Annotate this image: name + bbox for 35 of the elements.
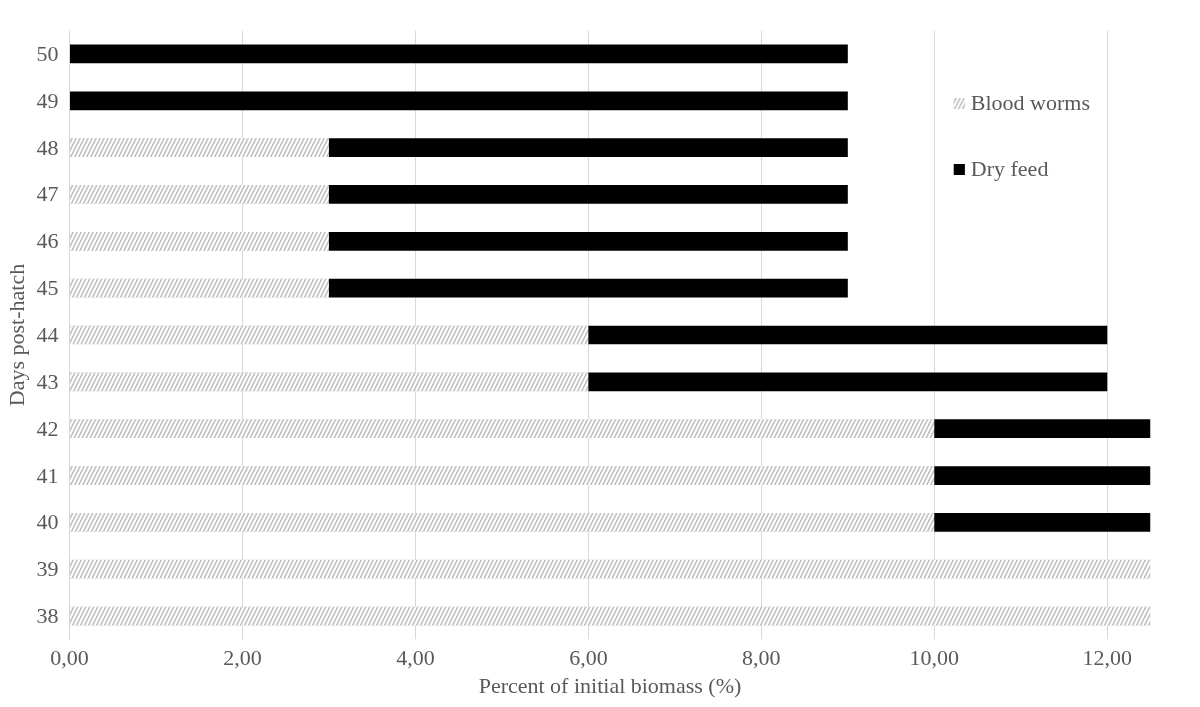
y-tick-label: 49 (36, 87, 59, 113)
bar (934, 513, 1151, 532)
y-tick-label: 47 (36, 181, 59, 207)
y-tick-label: 46 (36, 228, 59, 254)
legend-label: Blood worms (970, 90, 1090, 116)
y-axis-title: Days post-hatch (3, 263, 29, 407)
bar (588, 372, 1108, 392)
bar (934, 419, 1151, 439)
bar (328, 185, 848, 204)
y-tick-label: 40 (36, 509, 59, 535)
y-tick-label: 38 (36, 603, 59, 629)
y-tick-label: 50 (36, 40, 59, 66)
bar (588, 325, 1108, 345)
x-tick-label: 6,00 (569, 644, 608, 670)
bar (328, 231, 848, 251)
y-tick-label: 44 (36, 322, 59, 347)
bar (328, 278, 848, 298)
bar (69, 44, 848, 64)
y-tick-label: 42 (36, 415, 59, 441)
x-tick-label: 0,00 (50, 644, 89, 670)
y-tick-label: 41 (36, 462, 59, 488)
x-tick-label: 4,00 (396, 644, 435, 670)
x-tick-label: 8,00 (742, 644, 781, 670)
x-tick-label: 2,00 (223, 644, 262, 670)
legend-label: Dry feed (970, 156, 1049, 182)
y-tick-label: 39 (36, 556, 59, 582)
x-tick-label: 10,00 (909, 644, 960, 670)
bar (328, 138, 848, 157)
y-tick-label: 43 (36, 368, 59, 394)
x-tick-label: 12,00 (1082, 644, 1133, 670)
y-tick-label: 48 (36, 134, 59, 160)
y-tick-label: 45 (36, 275, 59, 301)
bar (934, 466, 1151, 485)
bar (69, 91, 848, 111)
x-axis-title: Percent of initial biomass (%) (478, 672, 742, 698)
